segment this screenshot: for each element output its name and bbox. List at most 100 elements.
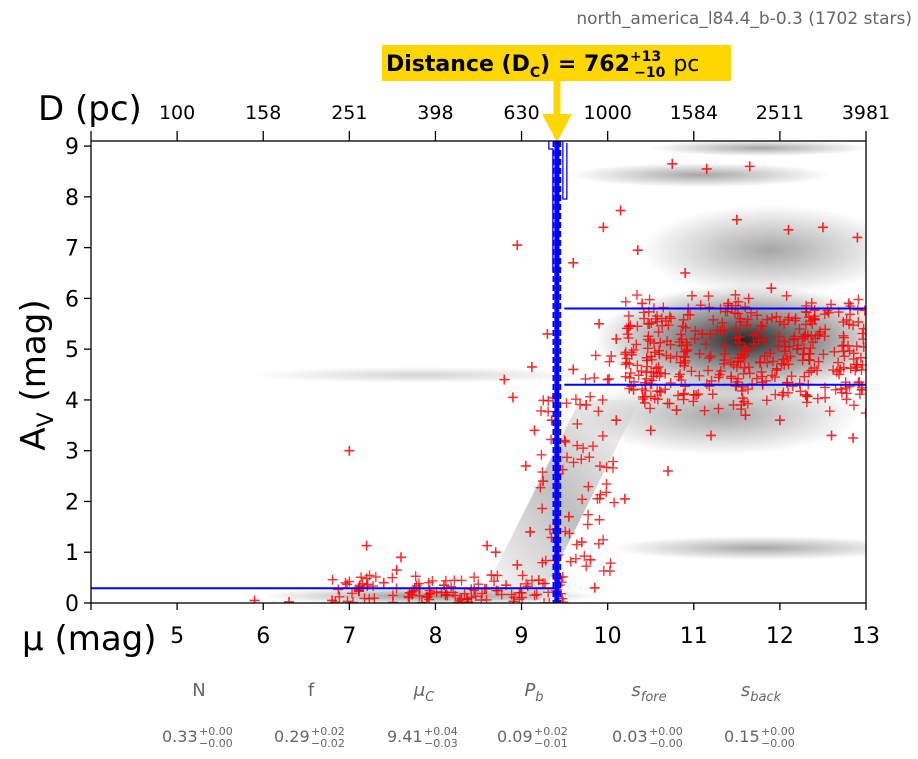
x-tick-label-6: 6 — [256, 624, 270, 649]
star-marker-fg-38 — [342, 596, 353, 603]
star-marker-bg-358 — [843, 340, 854, 351]
star-marker-bg-227 — [741, 320, 752, 331]
star-marker-bg-9 — [665, 352, 676, 363]
star-marker-bg-156 — [674, 336, 685, 347]
star-marker-fg-40 — [387, 590, 398, 601]
star-marker-bg-327 — [665, 378, 676, 389]
param-minus-4: −0.00 — [649, 737, 683, 750]
star-marker-fg-93 — [492, 570, 503, 581]
star-marker-bg-336 — [638, 394, 649, 405]
star-marker-mid-12 — [609, 497, 620, 508]
star-marker-mid-66 — [562, 452, 573, 463]
y-tick-label-1: 1 — [65, 541, 79, 566]
star-marker-bg-270 — [653, 327, 664, 338]
star-marker-bg-260 — [775, 316, 786, 327]
star-marker-1 — [284, 596, 295, 603]
star-marker-bg-88 — [686, 366, 697, 377]
star-marker-bg-261 — [771, 311, 782, 322]
star-marker-41 — [611, 415, 622, 426]
star-marker-60 — [731, 214, 742, 225]
star-marker-bg-267 — [818, 349, 829, 360]
star-marker-bg-368 — [656, 313, 667, 324]
star-marker-bg-357 — [800, 329, 811, 340]
star-marker-bg-97 — [654, 345, 665, 356]
star-marker-bg-239 — [802, 391, 813, 402]
star-marker-fg-84 — [489, 576, 500, 587]
param-minus-1: −0.02 — [311, 737, 345, 750]
param-plus-3: +0.02 — [534, 725, 568, 738]
star-marker-bg-243 — [750, 328, 761, 339]
star-marker-bg-147 — [641, 352, 652, 363]
param-name-2: μC — [413, 680, 435, 705]
param-value-5: 0.15 — [724, 727, 760, 746]
star-marker-bg-128 — [731, 362, 742, 373]
star-marker-bg-183 — [742, 384, 753, 395]
star-marker-bg-224 — [653, 361, 664, 372]
star-marker-16 — [499, 374, 510, 385]
star-marker-bg-316 — [838, 362, 849, 373]
star-marker-bg-374 — [646, 354, 657, 365]
star-marker-mid-30 — [593, 406, 604, 417]
star-marker-mid-28 — [575, 399, 586, 410]
star-marker-bg-198 — [812, 393, 823, 404]
star-marker-bg-330 — [762, 314, 773, 325]
density-low-streak — [610, 536, 866, 560]
star-marker-bg-28 — [671, 351, 682, 362]
star-marker-bg-51 — [693, 389, 704, 400]
star-marker-fg-101 — [368, 581, 379, 592]
distance-mid: ) = 762 — [540, 52, 630, 77]
star-marker-bg-254 — [644, 319, 655, 330]
star-marker-bg-339 — [779, 346, 790, 357]
star-marker-bg-256 — [743, 293, 754, 304]
distance-callout: Distance (DC) = 762+13 −10 pc — [382, 45, 731, 142]
star-marker-bg-64 — [632, 360, 643, 371]
star-marker-bg-66 — [783, 387, 794, 398]
star-marker-51 — [667, 158, 678, 169]
star-marker-bg-300 — [838, 330, 849, 341]
param-value-0: 0.33 — [162, 727, 198, 746]
star-marker-bg-87 — [794, 324, 805, 335]
star-marker-bg-376 — [853, 377, 864, 388]
star-marker-bg-361 — [646, 317, 657, 328]
star-marker-bg-15 — [833, 357, 844, 368]
param-value-3: 0.09 — [497, 727, 533, 746]
star-marker-bg-55 — [740, 302, 751, 313]
star-marker-mid-65 — [598, 565, 609, 576]
star-marker-43 — [615, 205, 626, 216]
star-marker-bg-331 — [819, 309, 830, 320]
star-marker-bg-279 — [852, 359, 863, 370]
star-marker-bg-57 — [720, 340, 731, 351]
star-marker-mid-39 — [537, 503, 548, 514]
star-marker-4 — [361, 540, 372, 551]
x2-tick-label-6: 1584 — [670, 102, 718, 124]
x2-tick-label-7: 2511 — [756, 102, 804, 124]
star-marker-bg-298 — [707, 389, 718, 400]
star-marker-mid-52 — [572, 418, 583, 429]
star-marker-mid-42 — [594, 514, 605, 525]
star-marker-bg-354 — [628, 345, 639, 356]
param-plus-1: +0.02 — [311, 725, 345, 738]
star-marker-bg-200 — [733, 337, 744, 348]
star-marker-bg-16 — [765, 348, 776, 359]
star-marker-fg-73 — [446, 581, 457, 592]
star-marker-bg-248 — [734, 331, 745, 342]
star-marker-bg-280 — [637, 384, 648, 395]
star-marker-bg-196 — [809, 363, 820, 374]
star-marker-33 — [568, 257, 579, 268]
plot-frame — [90, 140, 867, 604]
star-marker-bg-342 — [735, 356, 746, 367]
star-marker-bg-297 — [752, 310, 763, 321]
star-marker-bg-56 — [730, 289, 741, 300]
param-minus-2: −0.03 — [424, 737, 458, 750]
star-marker-bg-160 — [848, 353, 859, 364]
star-marker-bg-292 — [704, 302, 715, 313]
star-marker-bg-315 — [712, 325, 723, 336]
star-marker-68 — [783, 224, 794, 235]
star-marker-bg-25 — [853, 294, 864, 305]
star-marker-66 — [766, 283, 777, 294]
star-marker-bg-294 — [841, 315, 852, 326]
param-value-1: 0.29 — [274, 727, 310, 746]
x2-tick-label-1: 158 — [245, 102, 281, 124]
star-marker-bg-182 — [642, 343, 653, 354]
